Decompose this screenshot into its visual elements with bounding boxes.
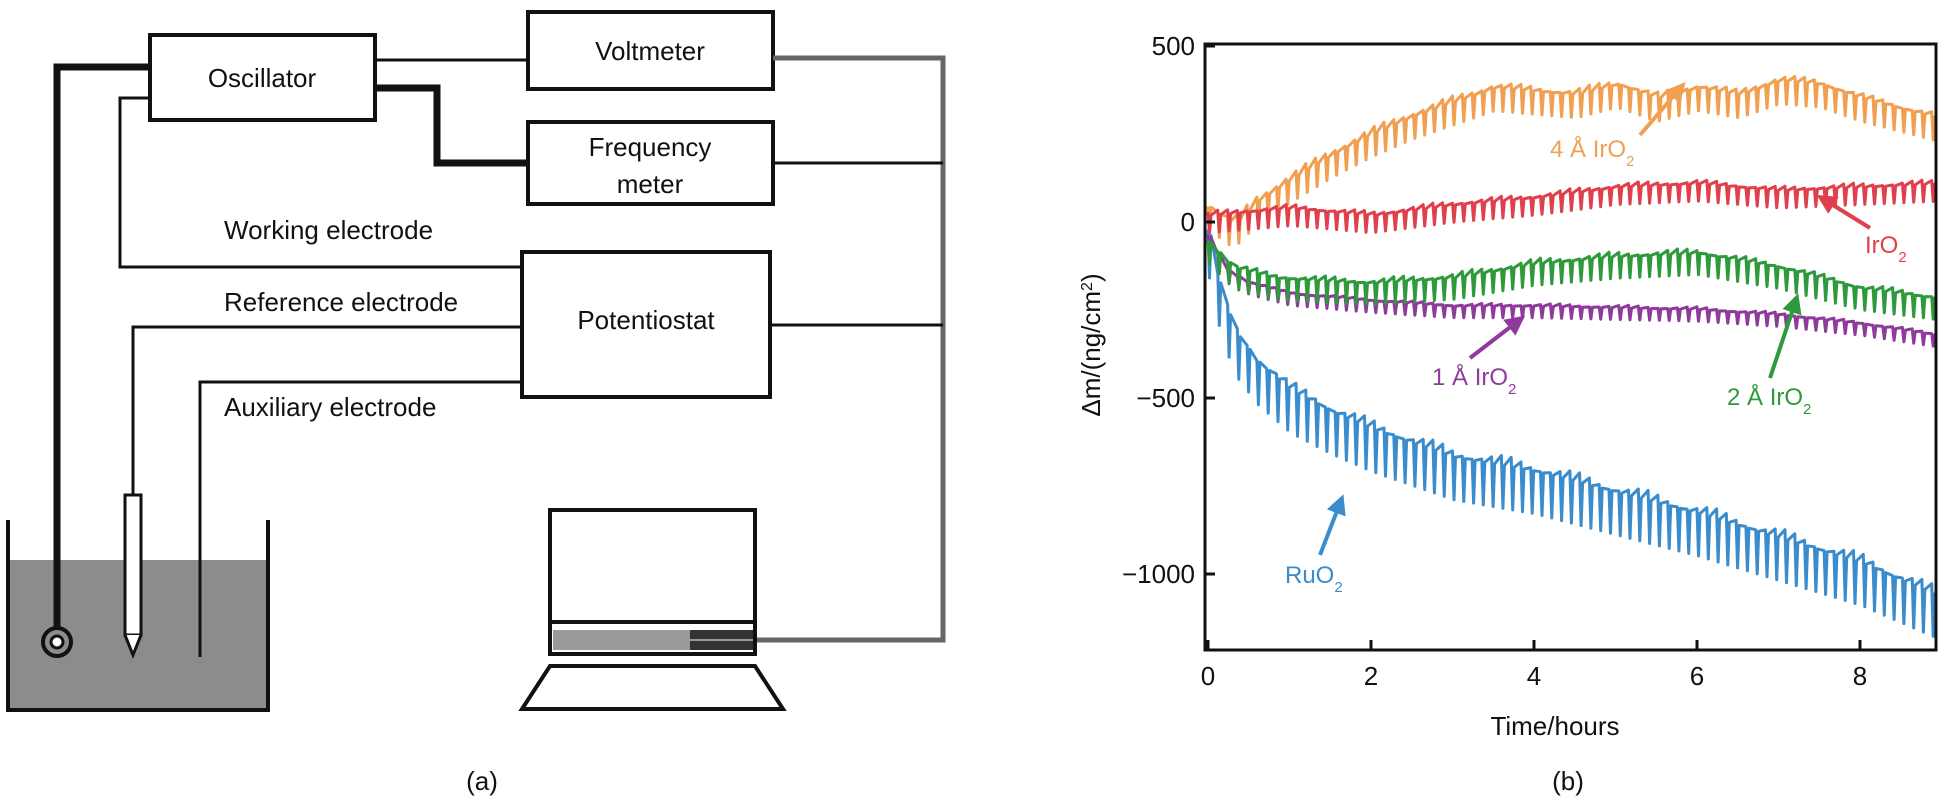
- annotation-ruo2: RuO2: [1285, 494, 1346, 596]
- working-electrode-lead: [53, 63, 150, 632]
- arrow-2a-iro2: [1768, 293, 1802, 379]
- wire-osc-freq: [375, 84, 528, 167]
- wire-voltmeter-computer: [752, 55, 946, 643]
- reference-electrode-tip: [123, 634, 143, 660]
- schematic-panel: [6, 10, 946, 712]
- oscillator-box: [148, 33, 377, 122]
- x-axis-label: Time/hours: [1490, 711, 1619, 741]
- x-tick-label: 0: [1201, 661, 1215, 691]
- annotation-4a-iro2: 4 Å IrO2: [1550, 81, 1686, 170]
- plot-frame: [1203, 42, 1938, 652]
- annotation-2a-iro2: 2 Å IrO2: [1727, 293, 1811, 418]
- oscillator-label: Oscillator: [208, 63, 317, 93]
- voltmeter-label: Voltmeter: [595, 36, 705, 66]
- y-tick-label: −500: [1136, 383, 1195, 413]
- ticks-layer: 0 2 4 6 8 500 0 −500 −1000: [1122, 31, 1867, 691]
- svg-text:IrO2: IrO2: [1865, 232, 1907, 266]
- x-tick-label: 8: [1853, 661, 1867, 691]
- series-line-iro2_4a: [1206, 75, 1936, 246]
- frequency-meter-label-1: Frequency: [589, 132, 712, 162]
- arrow-ruo2: [1318, 494, 1346, 556]
- wire-reference: [131, 325, 522, 495]
- series-layer: [1206, 75, 1936, 638]
- series-iro2_4a: [1206, 75, 1936, 246]
- series-line-iro2: [1206, 178, 1936, 235]
- series-line-ruo2: [1206, 229, 1936, 638]
- y-axis-label: Δm/(ng/cm2): [1076, 273, 1106, 416]
- arrow-4a-iro2: [1638, 81, 1686, 137]
- series-iro2: [1206, 178, 1936, 235]
- arrow-1a-iro2: [1468, 315, 1526, 360]
- wire-auxiliary: [198, 380, 522, 657]
- x-tick-label: 2: [1364, 661, 1378, 691]
- x-tick-label: 4: [1527, 661, 1541, 691]
- laptop-screen: [548, 508, 757, 624]
- arrow-iro2: [1816, 194, 1872, 230]
- series-ruo2: [1206, 229, 1936, 638]
- y-tick-label: 500: [1152, 31, 1195, 61]
- auxiliary-electrode-label: Auxiliary electrode: [224, 392, 436, 422]
- annotation-1a-iro2: 1 Å IrO2: [1432, 315, 1526, 398]
- y-tick-label: −1000: [1122, 559, 1195, 589]
- panel-a-label: (a): [466, 766, 498, 796]
- voltmeter-box: [526, 10, 775, 91]
- laptop-keyboard: [518, 664, 787, 711]
- y-tick-label: 0: [1181, 207, 1195, 237]
- potentiostat-label: Potentiostat: [577, 305, 715, 335]
- svg-text:RuO2: RuO2: [1285, 562, 1343, 596]
- reference-electrode-label: Reference electrode: [224, 287, 458, 317]
- beaker: [6, 520, 270, 712]
- series-line-iro2_2a: [1206, 240, 1936, 321]
- svg-text:2 Å IrO2: 2 Å IrO2: [1727, 383, 1811, 418]
- working-electrode-label: Working electrode: [224, 215, 433, 245]
- panel-b-label: (b): [1552, 766, 1584, 796]
- schematic-labels: Oscillator Voltmeter Frequency meter Wor…: [208, 36, 716, 796]
- reference-electrode: [123, 493, 143, 637]
- mass-change-chart: 0 2 4 6 8 500 0 −500 −1000 Time/hours Δm/(ng/cm2…: [1076, 31, 1938, 796]
- frequency-meter-label-2: meter: [617, 169, 684, 199]
- x-tick-label: 6: [1690, 661, 1704, 691]
- working-electrode-core: [49, 634, 65, 650]
- annotation-iro2: IrO2: [1816, 194, 1907, 266]
- svg-text:4 Å IrO2: 4 Å IrO2: [1550, 135, 1634, 170]
- series-iro2_2a: [1206, 240, 1936, 321]
- svg-text:1 Å IrO2: 1 Å IrO2: [1432, 363, 1516, 398]
- wire-osc-potentiostat: [118, 96, 522, 269]
